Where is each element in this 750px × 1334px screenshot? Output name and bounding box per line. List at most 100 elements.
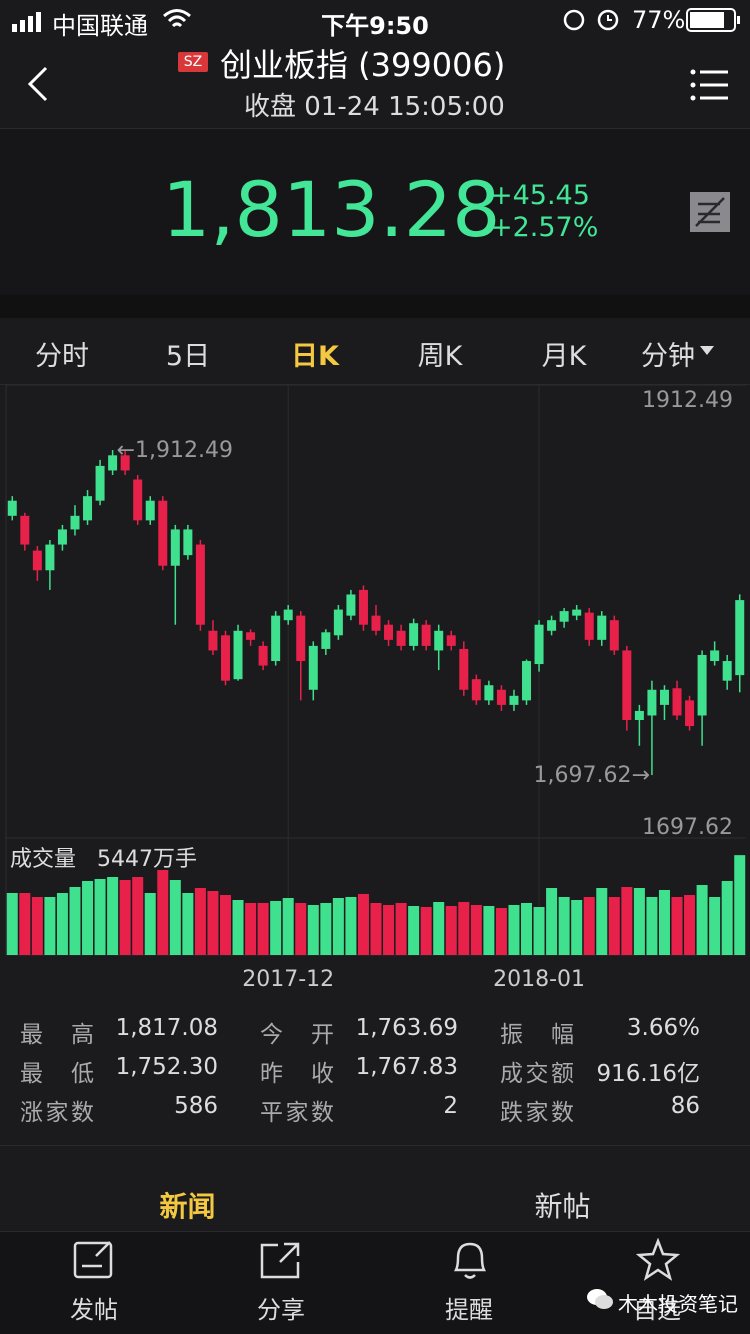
nav-label[interactable]: 发帖 (70, 1296, 118, 1324)
candle-body (133, 479, 143, 521)
candle-body (371, 615, 381, 631)
stat-label: 成交额 (500, 1061, 574, 1087)
volume-bar (44, 896, 56, 955)
candle-body (183, 529, 193, 556)
period-tab[interactable]: 5日 (165, 341, 211, 372)
candle-body (120, 455, 130, 471)
stat-value: 1,767.83 (355, 1054, 458, 1080)
volume-bar (320, 902, 332, 955)
candle-body (346, 594, 356, 616)
volume-bar (684, 894, 696, 955)
volume-bar (370, 902, 382, 955)
watermark: 木木投资笔记 (618, 1292, 738, 1316)
volume-bar (508, 904, 520, 955)
candle-body (534, 624, 544, 665)
volume-bar (546, 887, 558, 955)
volume-bar (608, 896, 620, 955)
volume-bar (696, 885, 708, 955)
high-annotation: ←1,912.49 (117, 438, 233, 463)
period-tab[interactable]: 月K (541, 341, 587, 372)
candle-body (722, 661, 732, 681)
nav-label[interactable]: 自选 (633, 1296, 681, 1324)
stat-label: 跌家数 (500, 1100, 574, 1126)
candle-body (271, 615, 281, 662)
volume-bar (207, 890, 219, 955)
volume-bar (157, 869, 169, 955)
top-bar (0, 0, 750, 128)
candle-body (522, 661, 532, 701)
chart: 2017-12 2018-01 1912.49 1697.62 ←1,912.49 1,6… (5, 384, 746, 992)
period-tab[interactable]: 分钟 (641, 341, 695, 372)
back-button[interactable] (24, 64, 52, 104)
candle-body (321, 632, 331, 649)
candle-body (547, 620, 557, 631)
candle-body (685, 700, 695, 727)
volume-value: 5447万手 (97, 847, 197, 872)
stat-value: 1,752.30 (115, 1054, 218, 1080)
candle-body (233, 630, 243, 680)
volume-bar (6, 892, 18, 955)
volume-bar (132, 876, 144, 955)
nav-label[interactable]: 分享 (257, 1296, 305, 1324)
volume-bar (295, 902, 307, 955)
candle-body (710, 650, 720, 662)
index-subtitle: 收盘 01-24 15:05:00 (244, 92, 505, 122)
share-icon[interactable] (258, 1240, 302, 1280)
candle-body (509, 695, 519, 705)
volume-bar (721, 880, 733, 955)
volume-bar (69, 887, 81, 955)
period-tab[interactable]: 周K (417, 341, 463, 372)
volume-bar (596, 887, 608, 955)
candle-body (609, 620, 619, 651)
volume-bar (558, 896, 570, 955)
volume-bar (521, 902, 533, 955)
quote-panel (0, 128, 750, 296)
stat-value: 86 (670, 1093, 700, 1119)
volume-bar (194, 887, 206, 955)
volume-bar (383, 904, 395, 955)
volume-bar (533, 907, 545, 955)
candle-body (246, 632, 256, 640)
dropdown-arrow[interactable] (700, 346, 714, 355)
price: 1,813.28 (162, 165, 501, 254)
stats-table: 最高 1,817.08 今开 1,763.69 振幅 3.66% 最低 1,752.30 昨收 1… (0, 1005, 750, 1146)
news-tab[interactable]: 新闻 (159, 1190, 216, 1223)
candle-body (634, 710, 644, 721)
period-tab[interactable]: 日K (291, 341, 339, 372)
stat-value: 586 (174, 1093, 218, 1119)
volume-bar (94, 878, 106, 955)
candle-body (597, 615, 607, 640)
period-tab[interactable]: 分时 (35, 341, 89, 372)
favorite-icon[interactable] (636, 1238, 680, 1282)
low-annotation: 1,697.62→ (534, 763, 650, 788)
candle-body (484, 685, 494, 701)
menu-button[interactable] (690, 68, 730, 102)
volume-bar (182, 892, 194, 955)
candle-body (208, 630, 218, 651)
volume-bar (82, 880, 94, 955)
wechat-icon (587, 1289, 613, 1309)
alert-icon[interactable] (448, 1238, 492, 1282)
candle-body (296, 615, 306, 662)
candle-body (195, 544, 205, 625)
volume-bar (671, 896, 683, 955)
nav-label[interactable]: 提醒 (445, 1296, 493, 1324)
post-icon[interactable] (72, 1240, 116, 1280)
change: +45.45 (490, 180, 590, 211)
stat-label: 最高 (20, 1022, 94, 1048)
battery-icon (686, 8, 740, 32)
volume-bar (357, 893, 369, 955)
change-percent: +2.57% (490, 212, 599, 243)
news-tab[interactable]: 新帖 (534, 1190, 591, 1223)
candle-body (220, 635, 230, 681)
volume-bar (107, 876, 119, 955)
landscape-button[interactable] (690, 192, 730, 232)
volume-bar (245, 902, 257, 955)
candle-body (496, 689, 506, 705)
volume-bar (621, 887, 633, 955)
candle-body (559, 611, 569, 622)
clock: 下午9:50 (321, 12, 429, 40)
volume-bar (56, 892, 68, 955)
candle-body (697, 654, 707, 716)
volume-bar (31, 896, 43, 955)
